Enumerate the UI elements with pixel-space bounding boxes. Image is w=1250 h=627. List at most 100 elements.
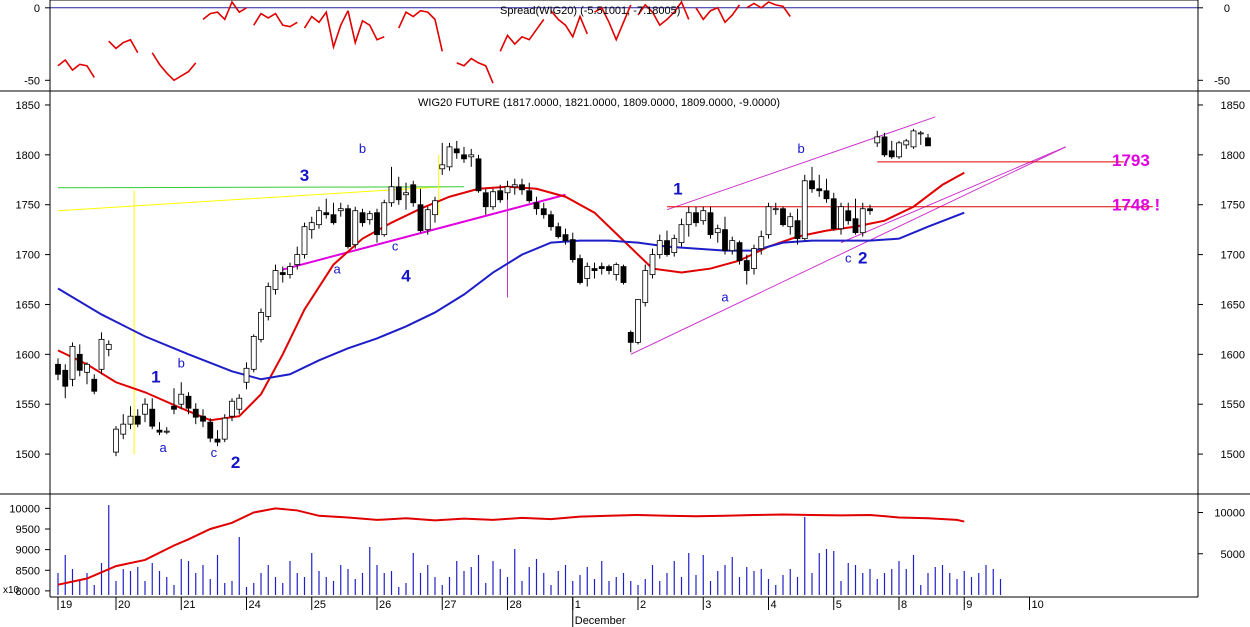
- price-tick-left: 1700: [16, 250, 40, 262]
- candle: [801, 174, 808, 241]
- spread-tick-right: -50: [1214, 75, 1230, 87]
- price-tick-left: 1650: [16, 299, 40, 311]
- candle-body: [925, 137, 931, 147]
- candle-body: [192, 408, 199, 418]
- candle-body: [678, 224, 685, 244]
- candle: [664, 230, 670, 257]
- candle-body: [424, 209, 431, 231]
- candle: [794, 208, 801, 245]
- candle: [751, 244, 757, 275]
- wave-label: 4: [401, 267, 411, 286]
- spread-line-segment: [57, 58, 95, 78]
- candle-body: [685, 212, 692, 226]
- candle: [490, 188, 496, 210]
- candle: [888, 140, 895, 159]
- candle: [765, 202, 772, 239]
- candle-body: [504, 186, 511, 194]
- candle-body: [294, 254, 301, 265]
- candle-body: [432, 200, 438, 216]
- candle-body: [635, 299, 641, 343]
- candle-body: [526, 190, 533, 202]
- candle: [84, 362, 90, 385]
- candle-body: [591, 268, 598, 271]
- candle: [55, 358, 61, 381]
- date-tick-label: 20: [118, 599, 130, 611]
- spread-line-segment: [151, 52, 197, 82]
- candle-body: [221, 417, 228, 440]
- candle: [925, 133, 931, 147]
- candle: [816, 174, 823, 197]
- candle: [569, 232, 576, 263]
- candle-body: [55, 363, 61, 375]
- candle-body: [330, 214, 337, 224]
- candle-body: [301, 226, 308, 255]
- candle: [613, 262, 620, 281]
- candle: [345, 204, 351, 249]
- price-tick-left: 1750: [16, 200, 40, 212]
- channel-upper-line: [666, 116, 936, 211]
- candle: [185, 392, 192, 415]
- price-tick-left: 1600: [16, 349, 40, 361]
- candle: [388, 166, 395, 207]
- candle: [446, 142, 453, 171]
- candle: [910, 128, 917, 149]
- candle: [772, 202, 779, 215]
- candle: [171, 388, 177, 415]
- price-tick-right: 1500: [1221, 449, 1245, 461]
- wave-label: c: [392, 239, 399, 254]
- candle-body: [642, 270, 649, 303]
- spread-tick-left: 0: [34, 3, 40, 15]
- spread-line-segment: [637, 0, 690, 27]
- candle-body: [903, 140, 910, 146]
- candle-body: [693, 212, 699, 224]
- candle-body: [446, 146, 453, 168]
- channel-inner-line: [840, 146, 1066, 244]
- volume-tick-left: 9500: [16, 524, 40, 536]
- candle: [714, 224, 721, 243]
- level-label: 1793: [1112, 151, 1150, 170]
- candle: [200, 409, 206, 428]
- candle: [685, 206, 692, 237]
- date-tick-label: 9: [966, 599, 972, 611]
- candle: [192, 403, 199, 425]
- candle-body: [787, 216, 794, 228]
- candle-body: [765, 206, 772, 236]
- candle-body: [127, 415, 134, 425]
- volume-tick-left: 8000: [16, 586, 40, 598]
- candle: [845, 202, 852, 225]
- wave-label: b: [359, 141, 366, 156]
- candle-body: [780, 208, 786, 226]
- candle: [403, 182, 409, 210]
- candle-body: [729, 240, 736, 252]
- spread-line-segment: [550, 10, 588, 39]
- candle: [700, 206, 707, 225]
- candle: [678, 218, 685, 247]
- month-label: December: [575, 615, 626, 627]
- candle: [642, 264, 649, 307]
- candle: [671, 234, 678, 257]
- candle: [591, 262, 598, 279]
- price-tick-left: 1850: [16, 100, 40, 112]
- candle: [874, 130, 881, 147]
- price-tick-right: 1850: [1221, 100, 1245, 112]
- candle: [453, 140, 460, 159]
- candle-body: [519, 184, 525, 191]
- candle-body: [395, 186, 402, 201]
- wave-label: 2: [858, 249, 867, 268]
- candle-body: [171, 405, 177, 410]
- candle: [461, 146, 467, 163]
- candle: [127, 406, 134, 430]
- candle: [903, 138, 910, 149]
- candle-body: [316, 210, 322, 226]
- date-tick-label: 24: [249, 599, 261, 611]
- spread-line-segment: [108, 38, 139, 54]
- spread-line-segment: [456, 57, 494, 84]
- candle-body: [562, 234, 569, 242]
- date-tick-label: 2: [640, 599, 646, 611]
- candle-body: [439, 164, 446, 170]
- date-tick-label: 26: [379, 599, 391, 611]
- candle: [649, 248, 656, 279]
- spread-line-segment: [347, 10, 385, 46]
- candle: [743, 254, 750, 285]
- candle-body: [714, 228, 721, 234]
